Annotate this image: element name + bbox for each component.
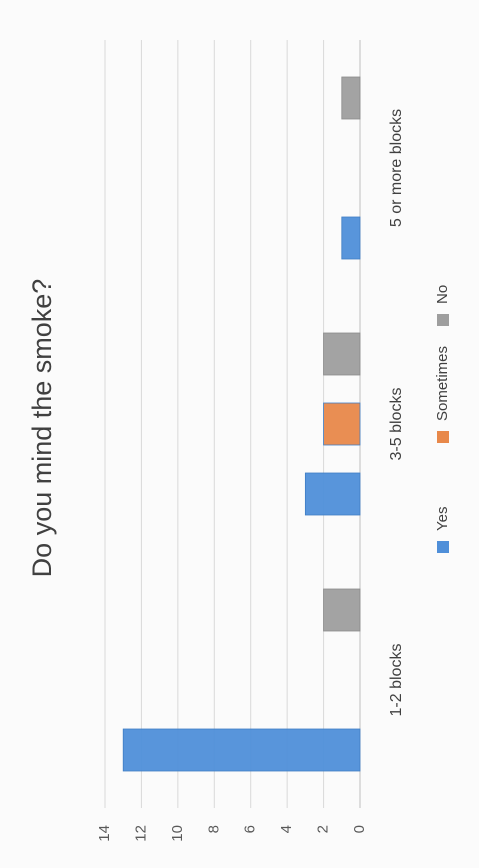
- category-label: 3-5 blocks: [388, 388, 405, 461]
- value-tick-label: 10: [169, 825, 186, 842]
- category-labels: 1-2 blocks 3-5 blocks 5 or more blocks: [388, 109, 405, 717]
- legend-label-yes: Yes: [434, 507, 451, 531]
- value-tick-label: 4: [278, 825, 295, 833]
- legend-label-no: No: [434, 285, 451, 304]
- bar-no-3: [341, 76, 361, 120]
- bar-no-2: [323, 332, 361, 376]
- value-tick-label: 0: [351, 825, 368, 833]
- category-label: 5 or more blocks: [388, 109, 405, 227]
- legend-swatch-sometimes: [437, 431, 449, 443]
- legend: Yes Sometimes No: [434, 285, 451, 553]
- bar-yes-2: [304, 472, 361, 516]
- gridlines: [104, 40, 361, 808]
- value-tick-label: 8: [205, 825, 222, 833]
- bar-no-1: [323, 588, 361, 632]
- bar-yes-1: [122, 728, 361, 772]
- value-tick-label: 14: [96, 825, 113, 842]
- bar-sometimes-2: [323, 402, 361, 446]
- legend-swatch-yes: [437, 541, 449, 553]
- bars: [122, 76, 361, 772]
- category-label: 1-2 blocks: [388, 644, 405, 717]
- legend-swatch-no: [437, 314, 449, 326]
- value-axis-ticks: 0 2 4 6 8 10 12 14: [96, 825, 368, 842]
- chart-title: Do you mind the smoke?: [27, 279, 57, 578]
- value-tick-label: 6: [242, 825, 259, 833]
- value-tick-label: 2: [315, 825, 332, 833]
- value-tick-label: 12: [132, 825, 149, 842]
- bar-yes-3: [341, 216, 361, 260]
- legend-label-sometimes: Sometimes: [434, 346, 451, 421]
